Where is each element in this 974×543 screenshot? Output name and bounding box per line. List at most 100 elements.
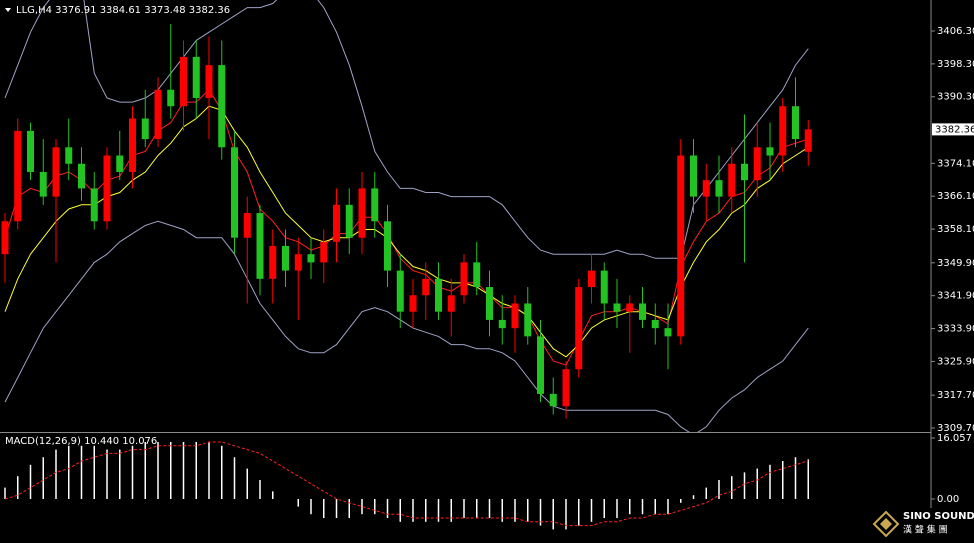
macd-panel [4, 441, 809, 530]
candle-body [588, 270, 595, 288]
candle-body [766, 147, 774, 156]
candle-body [307, 254, 315, 263]
candle-body [218, 65, 226, 148]
candle-body [358, 188, 366, 238]
candle-body [116, 155, 124, 172]
candle-body [333, 204, 340, 242]
signal-line [4, 441, 809, 527]
y-tick-label: 3349.90 [937, 258, 974, 269]
candle-body [141, 118, 149, 140]
indicator-line [4, 220, 809, 432]
candle-body [664, 328, 672, 337]
indicator-line [4, 89, 809, 366]
candle-body [753, 147, 761, 181]
y-tick-label: 3406.30 [937, 26, 974, 37]
candle-body [180, 56, 187, 107]
candle-body [715, 180, 723, 197]
y-tick-label: 3341.90 [937, 291, 974, 302]
candle-body [39, 171, 47, 197]
candle-body [460, 262, 468, 296]
candle-body [435, 278, 442, 312]
candle-body [396, 270, 404, 312]
candle-body [90, 188, 98, 222]
candle-body [154, 89, 162, 140]
candle-body [702, 180, 710, 197]
candle-body [371, 188, 379, 222]
candle-body [511, 303, 519, 329]
y-tick-label: 3333.90 [937, 324, 974, 335]
logo-icon [880, 518, 892, 530]
candle-body [498, 319, 506, 329]
indicator-line [4, 0, 809, 259]
candle-body [243, 213, 251, 238]
candle-body [14, 130, 22, 222]
candle-body [269, 245, 277, 279]
logo-name: SINO SOUND [903, 511, 974, 522]
logo: SINO SOUND 漢 聲 集 團 [872, 508, 974, 543]
candle-body [562, 369, 570, 407]
candle-body [728, 163, 736, 197]
y-tick-label: 3366.10 [937, 191, 974, 202]
main-panel [1, 0, 812, 432]
candle-body [549, 393, 557, 407]
candle-body [192, 56, 200, 98]
y-tick-label: 3390.30 [937, 92, 974, 103]
candle-body [792, 106, 799, 140]
low: 3373.48 [144, 5, 185, 16]
candle-body [256, 213, 264, 279]
candle-body [282, 245, 289, 271]
candle-body [600, 270, 608, 304]
candle-body [422, 278, 430, 296]
y-tick-label: 16.057 [937, 433, 972, 444]
y-tick-label: 3398.30 [937, 59, 974, 70]
candle-body [129, 118, 136, 172]
y-tick-label: 3325.90 [937, 356, 974, 367]
candle-body [677, 155, 685, 337]
candle-body [804, 129, 812, 152]
candle-body [294, 254, 302, 271]
candle-body [575, 287, 583, 370]
candle-body [65, 147, 73, 164]
logo-icon [872, 510, 900, 538]
candle-body [27, 130, 34, 172]
candle-body [651, 319, 659, 329]
high: 3384.61 [100, 5, 141, 16]
candle-body [78, 163, 85, 189]
candle-body [524, 303, 532, 337]
candle-body [690, 155, 697, 197]
candle-body [613, 303, 621, 312]
logo-chinese: 漢 聲 集 團 [903, 524, 948, 536]
candle-body [486, 287, 493, 320]
candle-body [537, 336, 544, 394]
indicator-line [4, 105, 809, 358]
y-tick-label: 3374.10 [937, 158, 974, 169]
candle-body [103, 155, 111, 222]
macd-title: MACD(12,26,9) 10.440 10.076 [5, 436, 157, 447]
candle-body [741, 163, 748, 181]
candle-body [626, 303, 634, 312]
menu-arrow[interactable] [5, 8, 11, 12]
candle-body [409, 295, 417, 312]
close: 3382.36 [189, 5, 230, 16]
price-label: 3382.36 [935, 124, 974, 135]
y-tick-label: 3317.70 [937, 390, 974, 401]
candle-body [473, 262, 481, 288]
candle-body [1, 221, 9, 255]
candle-body [231, 147, 238, 238]
open: 3376.91 [55, 5, 96, 16]
candle-body [779, 106, 787, 156]
candle-body [205, 65, 213, 98]
candle-body [384, 221, 391, 271]
axes: 3406.30 3398.30 3390.30 3374.10 3366.10 3358.… [931, 26, 974, 541]
y-tick-label: 3358.10 [937, 224, 974, 235]
y-tick-label: 0.00 [937, 494, 959, 505]
header: LLG,H4 3376.91 3384.61 3373.48 3382.36 [16, 5, 230, 16]
candle-body [52, 147, 60, 197]
price-box [932, 123, 974, 136]
y-tick-label: 3309.70 [937, 423, 974, 434]
candle-body [345, 204, 353, 238]
candle-body [167, 89, 175, 107]
candle-body [320, 241, 328, 263]
